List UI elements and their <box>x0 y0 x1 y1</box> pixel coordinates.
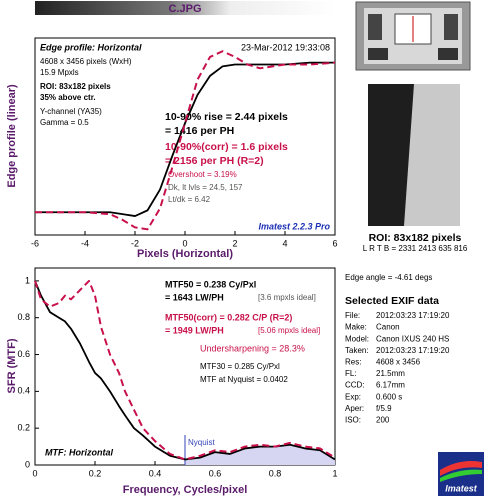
exif-label: Model: <box>345 334 369 343</box>
annotation: 15.9 Mpxls <box>40 68 79 77</box>
annotation: Edge profile: Horizontal <box>40 42 142 52</box>
exif-value: 4608 x 3456 <box>376 358 421 367</box>
y-axis-label: SFR (MTF) <box>6 338 18 393</box>
logo-text: Imatest <box>445 483 478 493</box>
exif-value: 0.600 s <box>376 392 402 401</box>
y-tick-label: 0.4 <box>17 386 30 396</box>
exif-value: 6.17mm <box>376 381 405 390</box>
annotation: Dk, lt lvls = 24.5, 157 <box>168 183 243 192</box>
exif-value: f/5.9 <box>376 404 392 413</box>
x-tick-label: 0 <box>32 468 37 478</box>
exif-label: Make: <box>345 323 367 332</box>
annotation: 4608 x 3456 pixels (WxH) <box>40 57 132 66</box>
thumbnail <box>355 1 471 71</box>
annotation: = 2156 per PH (R=2) <box>165 155 264 167</box>
annotations: Edge profile: Horizontal 23-Mar-2012 19:… <box>40 42 330 457</box>
edge-angle: Edge angle = -4.61 degs <box>345 273 432 282</box>
annotation: = 1643 LW/PH <box>165 292 224 302</box>
series-line <box>35 50 336 231</box>
annotation: 23-Mar-2012 19:33:08 <box>241 42 330 52</box>
annotation: MTF50(corr) = 0.282 C/P (R=2) <box>165 312 292 322</box>
logo: Imatest <box>438 452 484 496</box>
annotation: ROI: 83x182 pixels <box>40 82 111 91</box>
roi-title: ROI: 83x182 pixels <box>369 232 462 244</box>
annotation: MTF50 = 0.238 Cy/Pxl <box>165 279 256 289</box>
gradient-bar <box>35 1 335 15</box>
y-tick-label: 0.6 <box>17 349 30 359</box>
series-line <box>35 61 335 217</box>
annotation: Lt/dk = 6.42 <box>168 195 211 204</box>
annotation: Gamma = 0.5 <box>40 118 89 127</box>
exif-label: CCD: <box>345 381 365 390</box>
x-tick-label: -4 <box>81 238 89 248</box>
y-tick-label: 0 <box>25 459 30 469</box>
annotation: 10-90% rise = 2.44 pixels <box>165 111 288 123</box>
exif-value: 200 <box>376 416 390 425</box>
x-axis-label: Frequency, Cycles/pixel <box>123 484 248 496</box>
exif-value: Canon IXUS 240 HS <box>376 334 449 343</box>
annotation: MTF30 = 0.285 Cy/Pxl <box>200 362 280 371</box>
exif-label: Taken: <box>345 346 369 355</box>
annotation: [5.06 mpxls ideal] <box>258 326 320 335</box>
exif-label: ISO: <box>345 416 361 425</box>
x-tick-label: 1 <box>332 468 337 478</box>
series-line <box>34 279 336 461</box>
x-tick-label: 2 <box>232 238 237 248</box>
roi-coords: L R T B = 2331 2413 635 816 <box>363 244 468 253</box>
annotation: = 1416 per PH <box>165 125 234 137</box>
x-tick-label: 4 <box>282 238 287 248</box>
y-tick-label: 0.2 <box>17 423 30 433</box>
roi-image <box>368 84 460 226</box>
annotation: 35% above ctr. <box>40 93 96 102</box>
annotation: Undersharpening = 28.3% <box>200 343 305 353</box>
x-tick-label: -2 <box>131 238 139 248</box>
annotation: 10-90%(corr) = 1.6 pixels <box>165 141 288 153</box>
annotation: [3.6 mpxls ideal] <box>258 293 316 302</box>
annotation: Overshoot = 3.19% <box>168 170 237 179</box>
x-tick-label: 0.4 <box>149 468 162 478</box>
exif-value: Canon <box>376 323 400 332</box>
x-tick-label: -6 <box>31 238 39 248</box>
exif-label: Aper: <box>345 404 364 413</box>
exif-value: 2012:03:23 17:19:20 <box>376 346 450 355</box>
title: C.JPG <box>168 3 201 15</box>
exif-label: FL: <box>345 369 357 378</box>
exif-label: Exp: <box>345 392 361 401</box>
x-tick-label: 6 <box>332 238 337 248</box>
exif-table: File: 2012:03:23 17:19:20 Make: Canon Model:… <box>345 311 450 424</box>
x-tick-label: 0.8 <box>269 468 282 478</box>
exif-value: 2012:03:23 17:19:20 <box>376 311 450 320</box>
y-tick-label: 0.8 <box>17 312 30 322</box>
annotation: Y-channel (YA35) <box>40 107 102 116</box>
annotation: MTF at Nyquist = 0.0402 <box>200 375 288 384</box>
x-axis-label: Pixels (Horizontal) <box>137 248 233 260</box>
exif-title: Selected EXIF data <box>345 295 439 307</box>
annotation: MTF: Horizontal <box>45 447 113 457</box>
exif-value: 21.5mm <box>376 369 405 378</box>
annotation: Imatest 2.2.3 Pro <box>258 221 330 231</box>
nyquist-area <box>185 444 335 465</box>
x-tick-label: 0 <box>182 238 187 248</box>
y-tick-label: 1 <box>25 275 30 285</box>
series-line <box>34 280 336 461</box>
exif-label: File: <box>345 311 360 320</box>
annotation: = 1949 LW/PH <box>165 325 224 335</box>
y-axis-label: Edge profile (linear) <box>6 84 18 188</box>
x-tick-label: 0.6 <box>209 468 222 478</box>
nyquist-label: Nyquist <box>188 438 215 447</box>
x-tick-label: 0.2 <box>89 468 102 478</box>
exif-label: Res: <box>345 358 361 367</box>
